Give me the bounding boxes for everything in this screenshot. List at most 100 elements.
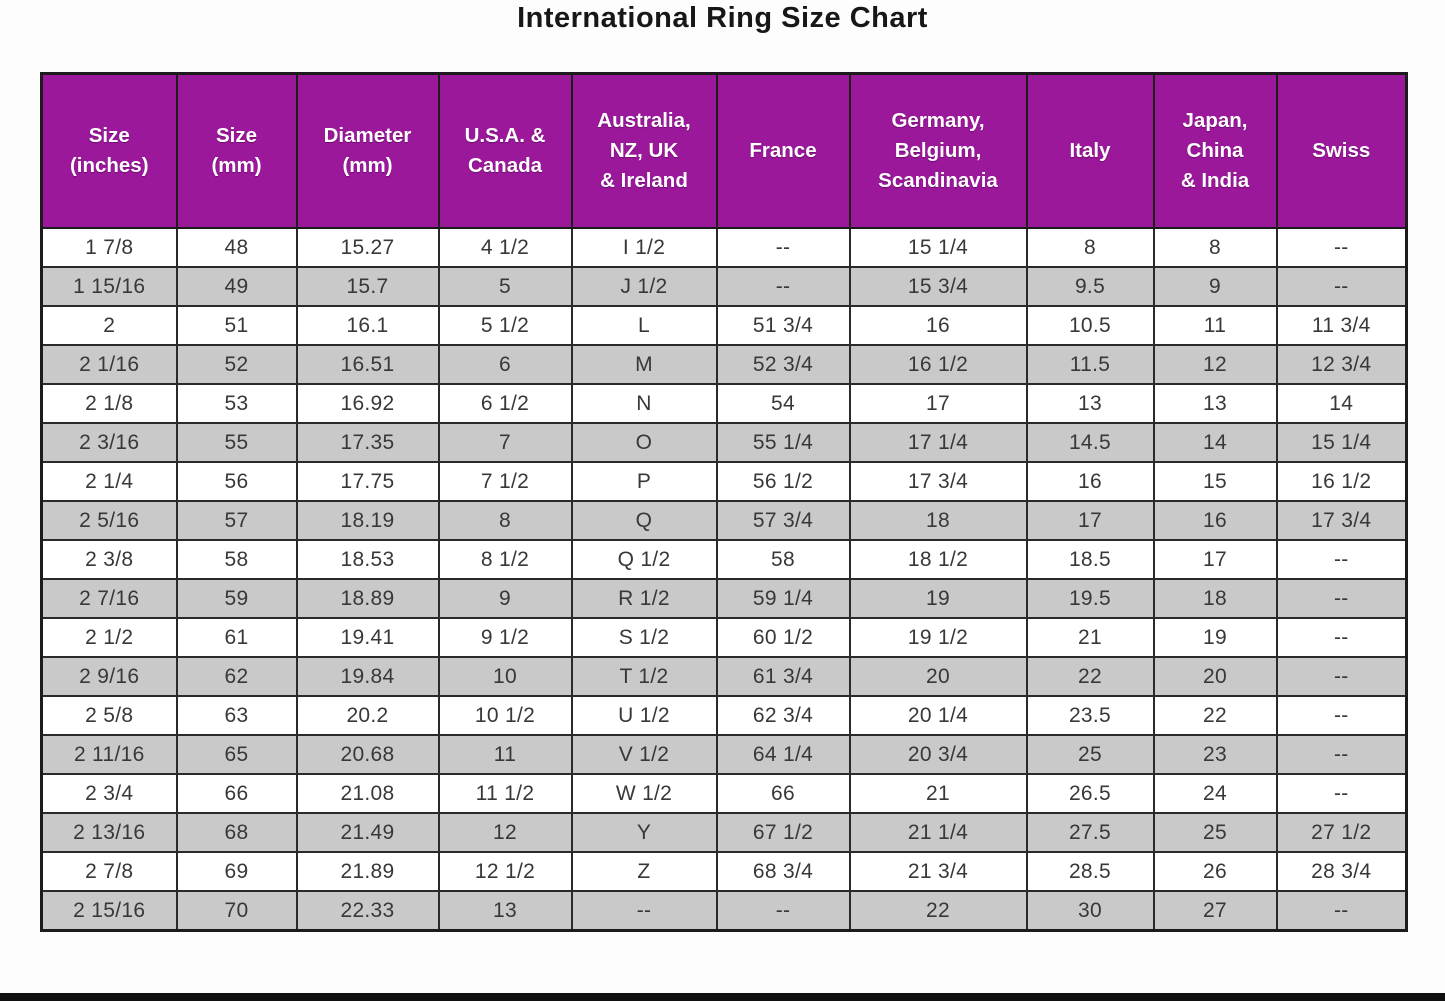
table-cell: 28.5: [1025, 851, 1155, 892]
table-cell: U 1/2: [570, 695, 718, 736]
table-cell: --: [1275, 539, 1408, 580]
table-cell: --: [715, 266, 851, 307]
table-cell: 17 3/4: [1275, 500, 1408, 541]
table-cell: 2 5/8: [40, 695, 178, 736]
table-cell: 16.51: [295, 344, 440, 385]
table-cell: 21.49: [295, 812, 440, 853]
table-cell: 52: [175, 344, 298, 385]
table-cell: N: [570, 383, 718, 424]
table-cell: 20 1/4: [848, 695, 1028, 736]
table-cell: 20: [848, 656, 1028, 697]
table-cell: 58: [175, 539, 298, 580]
table-header: Size (inches) Size (mm) Diameter (mm) U.S.A…: [40, 72, 1408, 229]
table-cell: --: [1275, 890, 1408, 932]
table-cell: 19.41: [295, 617, 440, 658]
table-cell: 70: [175, 890, 298, 932]
table-cell: 20 3/4: [848, 734, 1028, 775]
page-title: International Ring Size Chart: [517, 2, 928, 34]
table-cell: 14: [1275, 383, 1408, 424]
table-cell: 16 1/2: [848, 344, 1028, 385]
table-cell: 16: [1152, 500, 1278, 541]
table-row: 2 3/16 55 17.35 7 O 55 1/4 17 1/4 14.5 14 15 1/4: [40, 422, 1408, 463]
column-header: Size (inches): [40, 72, 178, 229]
table-cell: 49: [175, 266, 298, 307]
table-cell: 17: [1025, 500, 1155, 541]
table-cell: 19.5: [1025, 578, 1155, 619]
table-cell: 2 11/16: [40, 734, 178, 775]
table-row: 2 15/16 70 22.33 13 -- -- 22 30 27 --: [40, 890, 1408, 932]
table-cell: 68 3/4: [715, 851, 851, 892]
table-cell: R 1/2: [570, 578, 718, 619]
table-cell: --: [1275, 773, 1408, 814]
table-cell: 14.5: [1025, 422, 1155, 463]
table-cell: 27 1/2: [1275, 812, 1408, 853]
ring-size-table: Size (inches) Size (mm) Diameter (mm) U.S.A…: [40, 72, 1408, 932]
table-cell: 17.35: [295, 422, 440, 463]
table-cell: 5 1/2: [437, 305, 573, 346]
table-cell: 17: [1152, 539, 1278, 580]
column-header: Italy: [1025, 72, 1155, 229]
table-cell: --: [1275, 734, 1408, 775]
table-row: 2 3/4 66 21.08 11 1/2 W 1/2 66 21 26.5 24 --: [40, 773, 1408, 814]
table-cell: 10.5: [1025, 305, 1155, 346]
table-cell: 6 1/2: [437, 383, 573, 424]
column-header: U.S.A. & Canada: [437, 72, 573, 229]
table-cell: 9: [1152, 266, 1278, 307]
table-row: 2 11/16 65 20.68 11 V 1/2 64 1/4 20 3/4 25 23 --: [40, 734, 1408, 775]
table-cell: 62 3/4: [715, 695, 851, 736]
table-cell: 15.7: [295, 266, 440, 307]
table-cell: 1 7/8: [40, 227, 178, 268]
table-cell: 24: [1152, 773, 1278, 814]
table-cell: 19.84: [295, 656, 440, 697]
table-cell: Y: [570, 812, 718, 853]
table-cell: 52 3/4: [715, 344, 851, 385]
table-cell: O: [570, 422, 718, 463]
column-header: Germany, Belgium, Scandinavia: [848, 72, 1028, 229]
table-cell: V 1/2: [570, 734, 718, 775]
table-cell: 18.53: [295, 539, 440, 580]
table-cell: 57 3/4: [715, 500, 851, 541]
table-cell: 55: [175, 422, 298, 463]
table-cell: 16.92: [295, 383, 440, 424]
table-cell: 10 1/2: [437, 695, 573, 736]
table-cell: 18 1/2: [848, 539, 1028, 580]
table-cell: --: [1275, 617, 1408, 658]
table-cell: 62: [175, 656, 298, 697]
table-cell: 18: [848, 500, 1028, 541]
table-cell: 21.89: [295, 851, 440, 892]
table-cell: 2 9/16: [40, 656, 178, 697]
table-cell: 20.68: [295, 734, 440, 775]
table-cell: 56 1/2: [715, 461, 851, 502]
table-cell: 22.33: [295, 890, 440, 932]
table-row: 1 15/16 49 15.7 5 J 1/2 -- 15 3/4 9.5 9 --: [40, 266, 1408, 307]
table-cell: 2 3/16: [40, 422, 178, 463]
table-cell: 2 1/16: [40, 344, 178, 385]
table-cell: 15 1/4: [848, 227, 1028, 268]
table-cell: 11 3/4: [1275, 305, 1408, 346]
table-cell: 21: [848, 773, 1028, 814]
table-cell: 58: [715, 539, 851, 580]
table-cell: P: [570, 461, 718, 502]
table-cell: 12 3/4: [1275, 344, 1408, 385]
table-cell: 19: [848, 578, 1028, 619]
table-cell: 65: [175, 734, 298, 775]
table-cell: 69: [175, 851, 298, 892]
table-cell: W 1/2: [570, 773, 718, 814]
table-cell: --: [715, 227, 851, 268]
table-row: 2 9/16 62 19.84 10 T 1/2 61 3/4 20 22 20 --: [40, 656, 1408, 697]
table-cell: 26: [1152, 851, 1278, 892]
table-cell: 7 1/2: [437, 461, 573, 502]
table-cell: 2 1/4: [40, 461, 178, 502]
table-row: 2 7/8 69 21.89 12 1/2 Z 68 3/4 21 3/4 28.5 26 28 …: [40, 851, 1408, 892]
table-cell: 14: [1152, 422, 1278, 463]
table-cell: 27: [1152, 890, 1278, 932]
table-cell: 6: [437, 344, 573, 385]
table-row: 1 7/8 48 15.27 4 1/2 I 1/2 -- 15 1/4 8 8 --: [40, 227, 1408, 268]
table-cell: 4 1/2: [437, 227, 573, 268]
table-cell: 21 3/4: [848, 851, 1028, 892]
table-cell: S 1/2: [570, 617, 718, 658]
table-cell: 12: [1152, 344, 1278, 385]
table-row: 2 1/4 56 17.75 7 1/2 P 56 1/2 17 3/4 16 15 16 1/2: [40, 461, 1408, 502]
table-cell: 67 1/2: [715, 812, 851, 853]
